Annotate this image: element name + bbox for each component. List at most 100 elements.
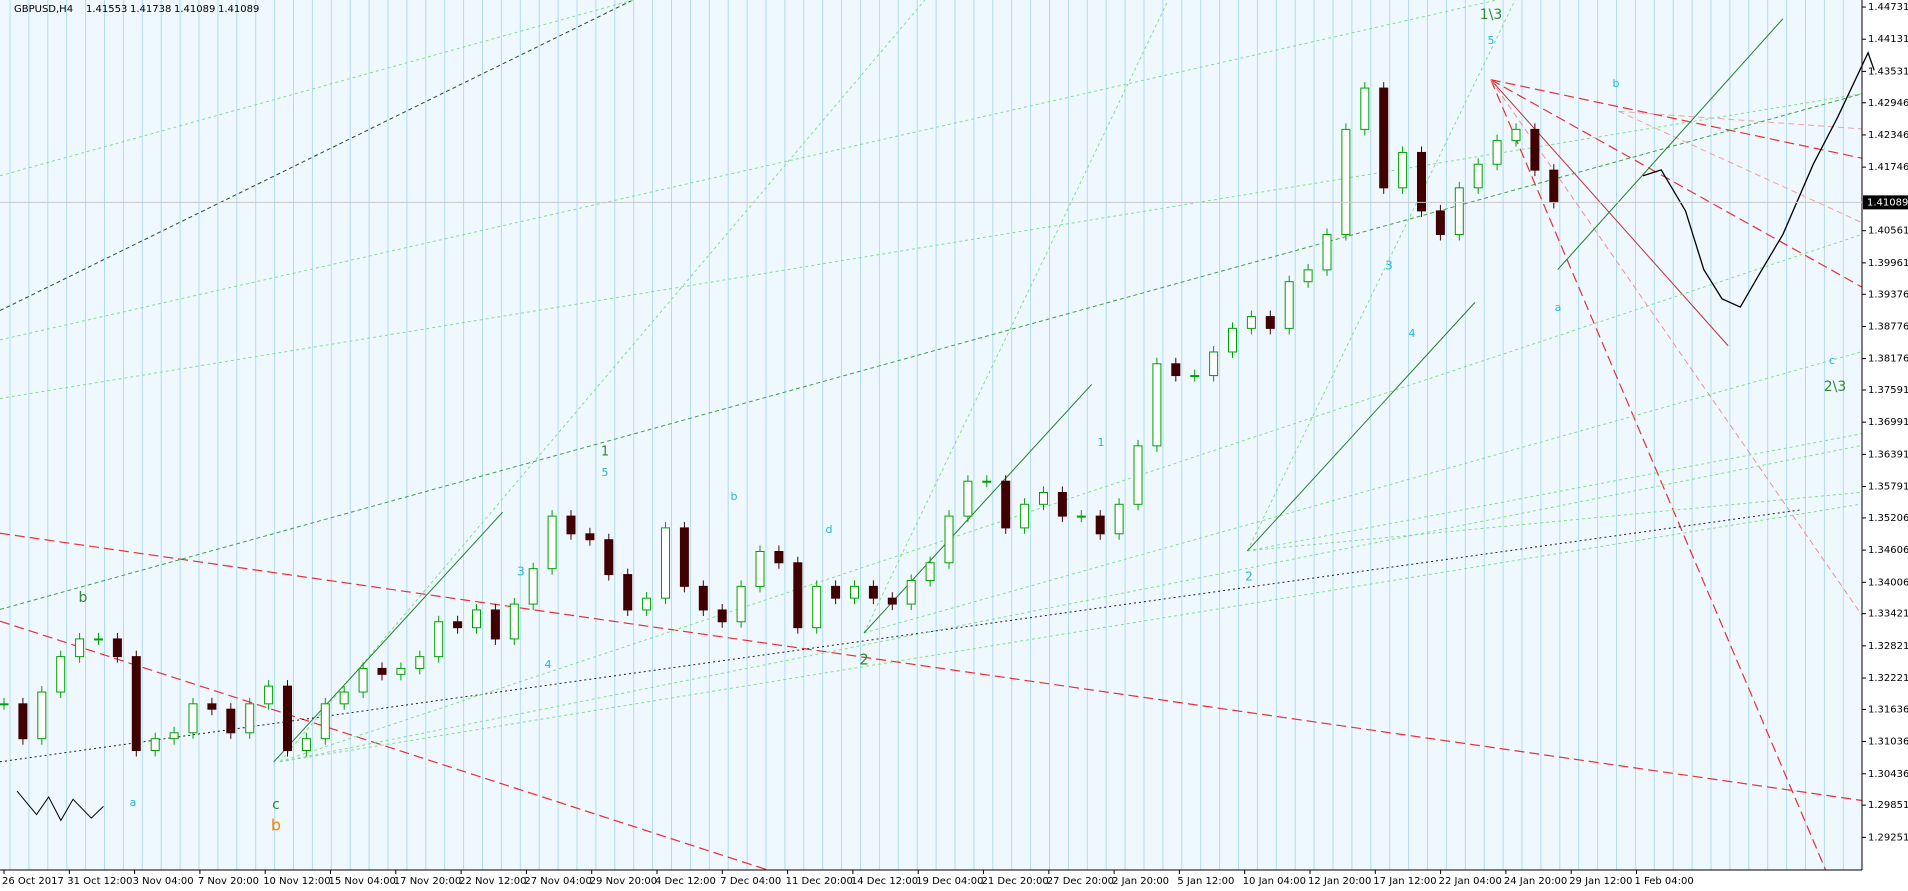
x-tick-label: 10 Nov 12:00 [263,876,330,887]
x-tick-label: 29 Nov 20:00 [590,876,657,887]
candle-body [245,703,255,734]
x-tick-label: 14 Dec 12:00 [851,876,918,887]
y-tick-label: 1.32821 [1868,641,1908,652]
candle-body [472,609,481,629]
wave-label: b [79,590,88,606]
candle-body [1341,128,1351,236]
x-tick-label: 10 Jan 04:00 [1243,876,1306,887]
plot-background [0,0,1862,870]
candle-body [868,585,878,599]
candle-body [887,597,897,605]
y-tick-label: 1.39376 [1868,289,1908,300]
candle-body [94,638,103,641]
candle-body [1454,187,1464,236]
x-tick-label: 11 Dec 20:00 [786,876,853,887]
wave-label: 3 [517,565,525,579]
vertical-grid [9,0,1844,870]
y-tick-label: 1.42346 [1868,130,1908,141]
candle-body [623,574,633,611]
y-tick-label: 1.38776 [1868,321,1908,332]
price-candles [0,82,1559,757]
candle-body [1171,363,1181,377]
candle-body [755,551,765,587]
candle-body [1360,87,1370,130]
candle-body [358,667,368,693]
x-tick-label: 12 Jan 20:00 [1308,876,1371,887]
candle-body [1001,480,1011,529]
candle-body [509,603,519,640]
candle-body [1511,128,1521,142]
candle-body [793,562,803,629]
candle-body [850,585,859,599]
candle-body [1095,515,1105,535]
candle-body [1530,128,1540,171]
x-tick-label: 29 Jan 12:00 [1569,876,1632,887]
candle-body [339,691,349,705]
header-low: 1.41089 [174,4,215,15]
candle-body [1057,491,1067,517]
x-tick-label: 5 Jan 12:00 [1177,876,1234,887]
candle-body [0,703,9,706]
trend-lines [0,0,1874,870]
candle-body [434,621,444,658]
wave-label: d [826,523,833,536]
y-tick-label: 1.35206 [1868,513,1908,524]
header-close: 1.41089 [218,4,259,15]
candle-body [188,703,198,734]
candle-body [283,685,292,751]
wave-label: b [731,490,738,503]
candle-body [169,732,179,740]
y-tick-label: 1.44731 [1868,2,1908,13]
candle-body [1492,140,1502,165]
candle-body [377,667,387,675]
y-tick-label: 1.29251 [1868,832,1908,843]
wave-label: 3 [1385,259,1393,273]
header-high: 1.41738 [130,4,171,15]
candle-body [207,703,217,710]
candle-body [75,638,85,658]
candle-body [717,609,727,623]
candle-body [301,738,311,751]
x-tick-label: 3 Nov 04:00 [133,876,194,887]
y-tick-label: 1.44131 [1868,34,1908,45]
candle-body [1133,445,1143,505]
x-tick-label: 17 Jan 12:00 [1373,876,1436,887]
y-tick-label: 1.34006 [1868,577,1908,588]
candle-body [925,562,935,581]
candle-body [1379,87,1389,189]
wave-label: b [271,816,281,835]
candle-body [528,568,538,605]
candle-body [585,533,595,541]
y-tick-label: 1.40561 [1868,226,1908,237]
candle-body [812,585,822,629]
last-price-label: 1.41089 [1867,197,1908,208]
candle-body [112,638,122,658]
candle-body [415,656,425,669]
wave-label: a [1555,301,1562,314]
y-tick-label: 1.41746 [1868,162,1908,173]
header-open: 1.41553 [86,4,127,15]
wave-label: 2 [859,651,869,669]
x-tick-label: 15 Nov 04:00 [329,876,396,887]
candle-body [698,585,708,611]
candle-body [944,515,954,564]
x-tick-label: 19 Dec 04:00 [916,876,983,887]
candle-body [1246,316,1256,329]
x-tick-label: 21 Dec 20:00 [982,876,1049,887]
candle-body [642,597,652,611]
candle-body [396,667,406,675]
candle-body [490,609,500,640]
x-tick-label: 27 Nov 04:00 [524,876,591,887]
candle-body [18,703,28,740]
y-tick-label: 1.43531 [1868,66,1908,77]
wave-label: b [1613,77,1620,90]
y-tick-label: 1.38176 [1868,354,1908,365]
wave-label: 5 [1488,34,1495,47]
candle-body [226,708,236,734]
y-tick-label: 1.31636 [1868,704,1908,715]
candle-body [1549,169,1559,203]
x-tick-label: 7 Dec 04:00 [720,876,781,887]
candle-body [604,539,614,576]
candle-body [1076,515,1086,518]
y-tick-label: 1.29851 [1868,800,1908,811]
